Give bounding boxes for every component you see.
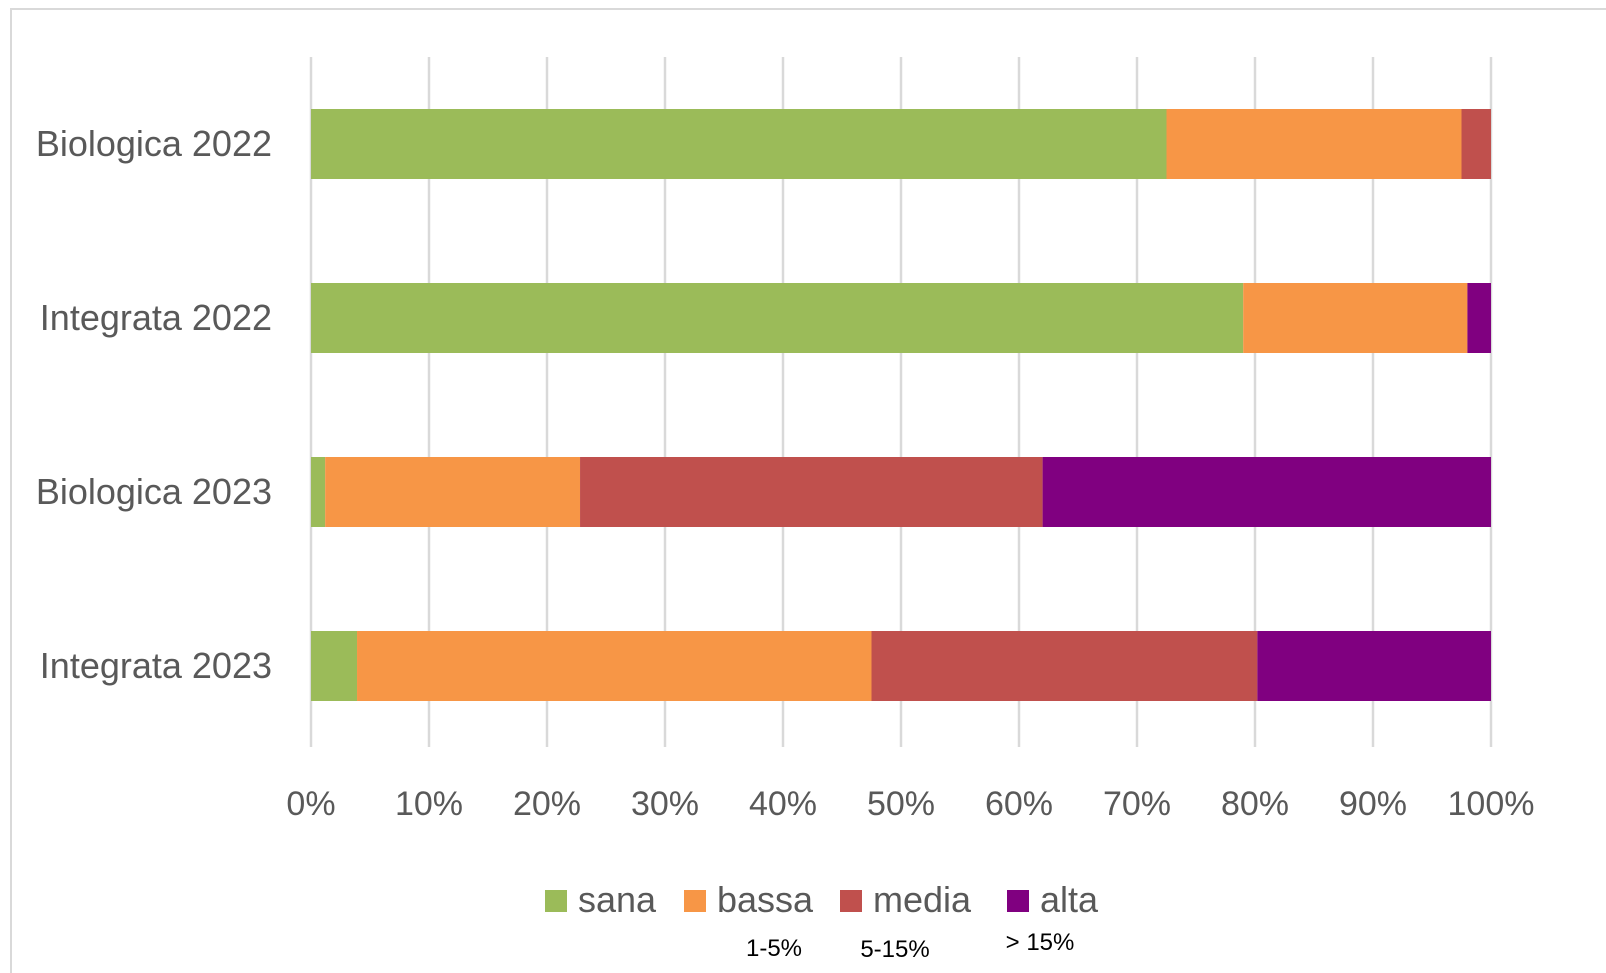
legend-annotations: 1-5% 5-15% > 15% [746, 929, 1074, 963]
legend-swatch-media [840, 890, 862, 912]
category-label: Integrata 2022 [40, 297, 272, 338]
bar-segment-alta [1042, 457, 1491, 527]
legend-label-media: media [873, 879, 972, 920]
legend-label-alta: alta [1040, 879, 1099, 920]
x-tick-label: 80% [1221, 785, 1289, 823]
x-tick-label: 70% [1103, 785, 1171, 823]
bar-segment-bassa [357, 631, 872, 701]
x-tick-label: 60% [985, 785, 1053, 823]
bar-segment-sana [311, 283, 1244, 353]
legend-label-sana: sana [578, 879, 657, 920]
category-label: Biologica 2023 [36, 471, 272, 512]
bar-segment-alta [1257, 631, 1491, 701]
x-tick-label: 0% [286, 785, 335, 823]
bar-segment-media [580, 457, 1043, 527]
bars [311, 109, 1491, 701]
bar-segment-bassa [1243, 283, 1468, 353]
bar-segment-media [871, 631, 1258, 701]
bar-segment-bassa [325, 457, 581, 527]
bar-segment-alta [1467, 283, 1491, 353]
legend-swatch-bassa [684, 890, 706, 912]
legend-swatch-sana [545, 890, 567, 912]
x-tick-label: 90% [1339, 785, 1407, 823]
category-label: Biologica 2022 [36, 123, 272, 164]
bar-segment-sana [311, 631, 358, 701]
legend-label-bassa: bassa [717, 879, 814, 920]
legend: sana bassa media alta [545, 879, 1099, 920]
x-tick-labels: 0% 10% 20% 30% 40% 50% 60% 70% 80% 90% 100% [286, 785, 1534, 823]
legend-annotation: 1-5% [746, 935, 802, 962]
category-label: Integrata 2023 [40, 645, 272, 686]
x-tick-label: 40% [749, 785, 817, 823]
x-tick-label: 30% [631, 785, 699, 823]
legend-annotation: 5-15% [860, 936, 929, 963]
x-tick-label: 50% [867, 785, 935, 823]
x-tick-label: 20% [513, 785, 581, 823]
bar-segment-sana [311, 457, 326, 527]
chart-frame [10, 8, 1606, 973]
bar-segment-media [1461, 109, 1491, 179]
x-tick-label: 100% [1448, 785, 1535, 823]
category-labels: Biologica 2022 Integrata 2022 Biologica 20… [36, 123, 272, 686]
legend-annotation: > 15% [1006, 929, 1075, 956]
bar-segment-sana [311, 109, 1167, 179]
legend-swatch-alta [1007, 890, 1029, 912]
x-tick-label: 10% [395, 785, 463, 823]
bar-segment-bassa [1166, 109, 1462, 179]
